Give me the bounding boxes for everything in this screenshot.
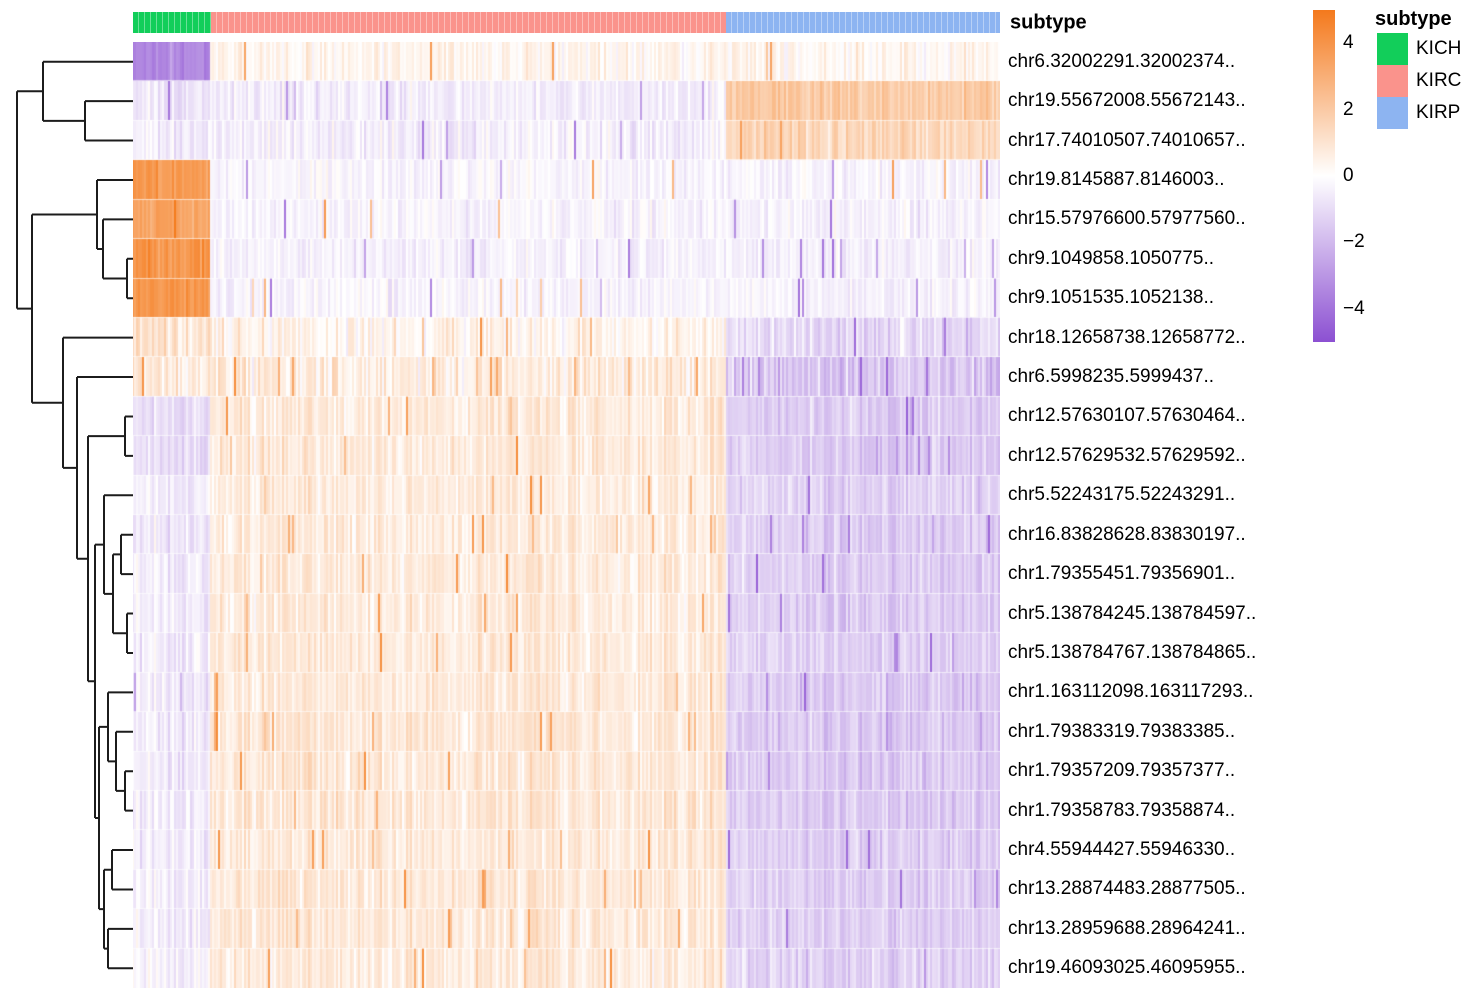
legend-swatch-kich (1377, 33, 1408, 65)
subtype-annotation-bar (133, 12, 1000, 33)
heatmap-body (133, 42, 1000, 988)
legend-label-kirc: KIRC (1416, 70, 1462, 91)
row-label: chr1.79358783.79358874.. (1008, 799, 1236, 821)
row-label: chr4.55944427.55946330.. (1008, 839, 1236, 861)
annotation-segment-kich (133, 12, 211, 33)
colorbar-tick-label: 2 (1343, 98, 1354, 120)
row-label: chr13.28874483.28877505.. (1008, 878, 1246, 900)
legend-swatch-kirc (1377, 65, 1408, 97)
legend-label-kirp: KIRP (1416, 102, 1461, 123)
row-label: chr5.138784245.138784597.. (1008, 602, 1257, 624)
row-label: chr13.28959688.28964241.. (1008, 917, 1246, 939)
legend-swatch-kirp (1377, 97, 1408, 129)
row-label: chr1.163112098.163117293.. (1008, 681, 1254, 703)
legend-label-kich: KICH (1416, 38, 1462, 59)
row-label: chr15.57976600.57977560.. (1008, 208, 1246, 230)
row-label: chr18.12658738.12658772.. (1008, 326, 1246, 348)
row-label: chr16.83828628.83830197.. (1008, 523, 1246, 545)
row-label: chr5.52243175.52243291.. (1008, 484, 1236, 506)
row-label: chr5.138784767.138784865.. (1008, 641, 1257, 663)
row-label: chr1.79357209.79357377.. (1008, 760, 1236, 782)
row-label: chr1.79383319.79383385.. (1008, 720, 1236, 742)
legend-title: subtype (1375, 8, 1452, 30)
row-label: chr6.32002291.32002374.. (1008, 50, 1236, 72)
row-label: chr12.57630107.57630464.. (1008, 405, 1246, 427)
row-label: chr19.46093025.46095955.. (1008, 957, 1246, 979)
annotation-title: subtype (1010, 11, 1087, 34)
row-label: chr17.74010507.74010657.. (1008, 129, 1246, 151)
row-label: chr9.1051535.1052138.. (1008, 287, 1215, 309)
row-label: chr6.5998235.5999437.. (1008, 366, 1215, 388)
annotation-segment-kirc (210, 12, 727, 33)
row-dendrogram (16, 60, 133, 970)
row-label: chr9.1049858.1050775.. (1008, 247, 1215, 269)
colorbar-tick-label: −4 (1343, 297, 1365, 319)
colorbar-tick-label: 0 (1343, 165, 1354, 186)
colorbar-tick-label: 4 (1343, 32, 1354, 54)
row-label: chr1.79355451.79356901.. (1008, 563, 1236, 585)
row-label: chr19.55672008.55672143.. (1008, 90, 1246, 112)
row-label: chr12.57629532.57629592.. (1008, 444, 1246, 466)
row-label: chr19.8145887.8146003.. (1008, 168, 1225, 190)
colorbar (1313, 10, 1335, 342)
colorbar-tick-label: −2 (1343, 231, 1365, 253)
annotation-segment-kirp (726, 12, 1000, 33)
